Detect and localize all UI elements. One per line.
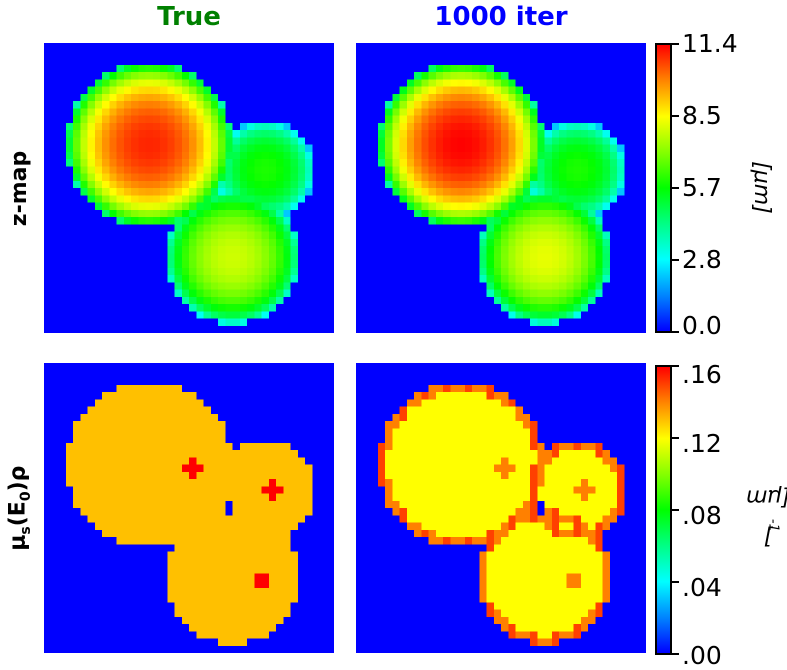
tick — [672, 509, 679, 511]
row-label-mu-s: μs(E0)ρ — [0, 363, 40, 653]
colorbar-zmap-tick-2: 5.7 — [682, 173, 722, 202]
heatmap-mus-true — [44, 363, 334, 653]
colorbar-zmap-tick-3: 2.8 — [682, 245, 722, 274]
heatmap-zmap-1000-iter — [356, 43, 646, 333]
colorbar-zmap-tick-0: 11.4 — [682, 29, 738, 58]
colorbar-mus-tick-0: .16 — [682, 360, 722, 389]
row-label-z-map-text: z-map — [7, 150, 33, 226]
tick — [672, 187, 679, 189]
tick — [672, 365, 679, 367]
colorbar-zmap-tick-1: 8.5 — [682, 101, 722, 130]
colorbar-zmap-tick-4: 0.0 — [682, 311, 722, 340]
heatmap-mus-1000-iter — [356, 363, 646, 653]
colorbar-mus-tick-2: .08 — [682, 501, 722, 530]
colorbar-mus-unit: [μm-1] — [745, 484, 787, 549]
tick — [672, 581, 679, 583]
column-title-true: True — [157, 2, 221, 32]
tick — [672, 437, 679, 439]
colorbar-mus-tick-3: .04 — [682, 573, 722, 602]
tick — [672, 43, 679, 45]
colorbar-zmap — [655, 43, 672, 333]
tick — [672, 331, 679, 333]
colorbar-mus-tick-1: .12 — [682, 429, 722, 458]
heatmap-zmap-true — [44, 43, 334, 333]
colorbar-zmap-unit: [μm] — [748, 161, 774, 214]
tick — [672, 653, 679, 655]
colorbar-mus-tick-4: .00 — [682, 641, 722, 670]
tick — [672, 259, 679, 261]
row-label-mu-s-text: μs(E0)ρ — [5, 465, 35, 551]
column-title-1000-iter: 1000 iter — [434, 2, 568, 32]
colorbar-mus — [655, 365, 672, 655]
row-label-z-map: z-map — [0, 43, 40, 333]
tick — [672, 115, 679, 117]
